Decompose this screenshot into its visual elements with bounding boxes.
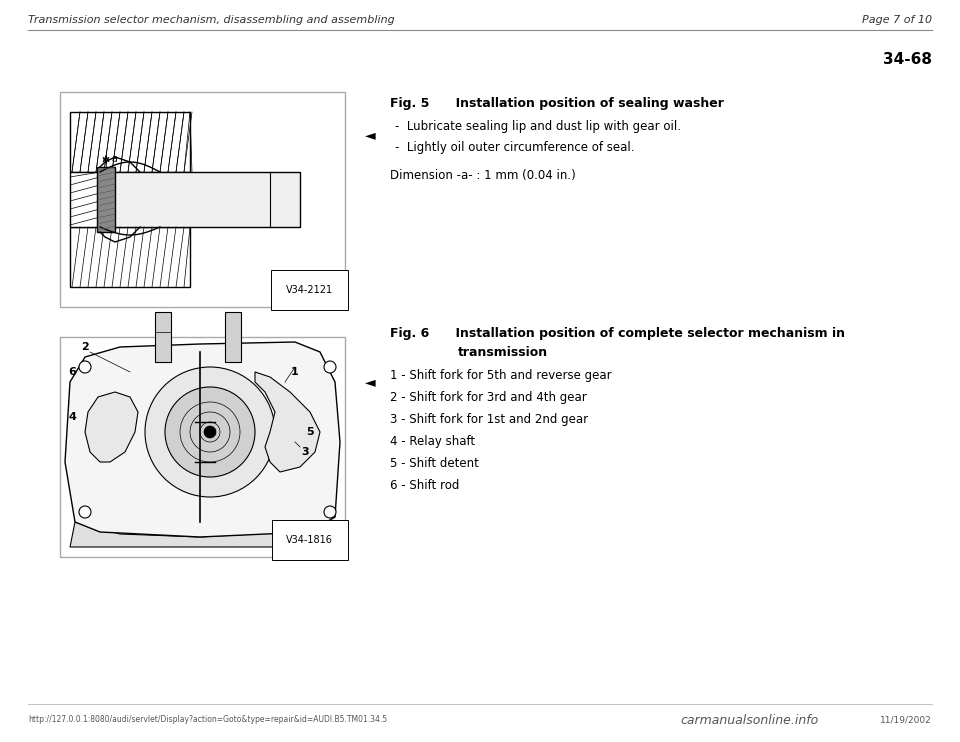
Text: Page 7 of 10: Page 7 of 10 — [862, 15, 932, 25]
Bar — [100, 172, 300, 227]
Text: 5 - Shift detent: 5 - Shift detent — [390, 457, 479, 470]
Bar — [155, 312, 171, 362]
Polygon shape — [70, 522, 330, 547]
Text: 1 - Shift fork for 5th and reverse gear: 1 - Shift fork for 5th and reverse gear — [390, 369, 612, 382]
Text: ◄: ◄ — [365, 128, 375, 142]
Text: 6: 6 — [68, 367, 76, 377]
Text: V34-2121: V34-2121 — [286, 285, 333, 295]
Text: Dimension -a- : 1 mm (0.04 in.): Dimension -a- : 1 mm (0.04 in.) — [390, 169, 576, 182]
Circle shape — [165, 387, 255, 477]
Text: 1: 1 — [291, 367, 299, 377]
Text: 2: 2 — [82, 342, 89, 352]
Text: http://127.0.0.1:8080/audi/servlet/Display?action=Goto&type=repair&id=AUDI.B5.TM: http://127.0.0.1:8080/audi/servlet/Displ… — [28, 715, 387, 724]
Text: -  Lightly oil outer circumference of seal.: - Lightly oil outer circumference of sea… — [395, 141, 635, 154]
Text: 34-68: 34-68 — [883, 52, 932, 67]
Text: -  Lubricate sealing lip and dust lip with gear oil.: - Lubricate sealing lip and dust lip wit… — [395, 120, 681, 133]
Text: 5: 5 — [306, 427, 314, 437]
Text: carmanualsonline.info: carmanualsonline.info — [680, 714, 818, 726]
Polygon shape — [255, 372, 320, 472]
Polygon shape — [85, 392, 138, 462]
Text: Transmission selector mechanism, disassembling and assembling: Transmission selector mechanism, disasse… — [28, 15, 395, 25]
Text: Fig. 6      Installation position of complete selector mechanism in: Fig. 6 Installation position of complete… — [390, 327, 845, 340]
Bar — [97, 167, 115, 232]
Text: V34-1816: V34-1816 — [286, 535, 333, 545]
Text: 2 - Shift fork for 3rd and 4th gear: 2 - Shift fork for 3rd and 4th gear — [390, 391, 587, 404]
Circle shape — [324, 361, 336, 373]
Bar — [225, 312, 241, 362]
Circle shape — [79, 361, 91, 373]
Bar — [70, 227, 190, 287]
Text: 6 - Shift rod: 6 - Shift rod — [390, 479, 460, 492]
Circle shape — [324, 506, 336, 518]
Text: 3: 3 — [301, 447, 309, 457]
Text: a: a — [112, 154, 118, 165]
Bar — [70, 172, 100, 227]
Circle shape — [79, 506, 91, 518]
Text: Fig. 5      Installation position of sealing washer: Fig. 5 Installation position of sealing … — [390, 97, 724, 110]
Bar — [70, 112, 190, 172]
Text: transmission: transmission — [458, 346, 548, 359]
Text: 4: 4 — [68, 412, 76, 422]
Text: 4 - Relay shaft: 4 - Relay shaft — [390, 435, 475, 448]
Bar — [60, 337, 345, 557]
Circle shape — [204, 426, 216, 438]
Bar — [60, 92, 345, 307]
Text: ◄: ◄ — [365, 375, 375, 389]
Circle shape — [145, 367, 275, 497]
Text: 11/19/2002: 11/19/2002 — [880, 715, 932, 724]
Polygon shape — [65, 342, 340, 537]
Text: 3 - Shift fork for 1st and 2nd gear: 3 - Shift fork for 1st and 2nd gear — [390, 413, 588, 426]
